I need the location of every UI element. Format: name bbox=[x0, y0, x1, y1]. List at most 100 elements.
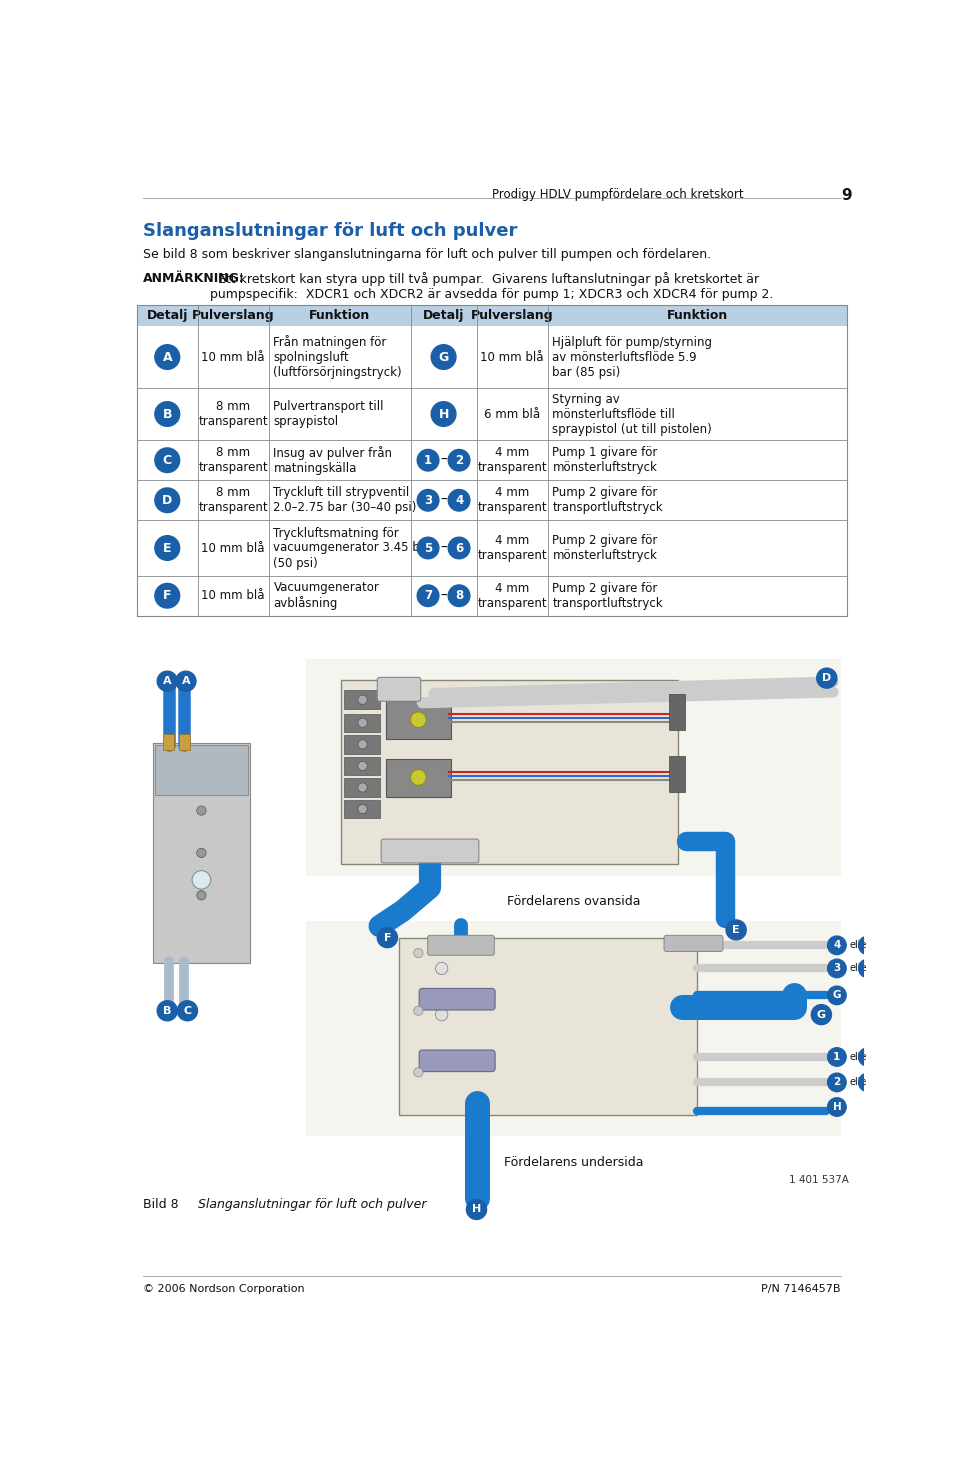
Text: –: – bbox=[440, 453, 447, 468]
Text: Tryckluftsmatning för
vacuumgenerator 3.45 bar
(50 psi): Tryckluftsmatning för vacuumgenerator 3.… bbox=[274, 526, 432, 570]
Circle shape bbox=[858, 937, 877, 954]
Bar bbox=[306, 920, 841, 1137]
Text: A: A bbox=[162, 351, 172, 364]
Circle shape bbox=[358, 783, 368, 792]
Circle shape bbox=[176, 671, 196, 691]
Circle shape bbox=[858, 960, 877, 977]
Circle shape bbox=[726, 920, 746, 939]
Text: 1: 1 bbox=[424, 454, 432, 466]
FancyBboxPatch shape bbox=[137, 305, 847, 326]
Text: 9: 9 bbox=[842, 187, 852, 203]
Text: Ett kretskort kan styra upp till två pumpar.  Givarens luftanslutningar på krets: Ett kretskort kan styra upp till två pum… bbox=[210, 272, 773, 301]
Circle shape bbox=[197, 806, 206, 815]
Text: C: C bbox=[183, 1005, 191, 1015]
Text: 2: 2 bbox=[833, 1077, 841, 1087]
Text: 8: 8 bbox=[864, 941, 872, 950]
Text: B: B bbox=[162, 408, 172, 421]
Circle shape bbox=[467, 1199, 487, 1220]
Text: 4: 4 bbox=[833, 941, 841, 950]
Text: 4: 4 bbox=[455, 494, 463, 507]
Circle shape bbox=[358, 695, 368, 704]
Text: 6: 6 bbox=[455, 542, 463, 555]
Circle shape bbox=[418, 584, 439, 606]
FancyBboxPatch shape bbox=[344, 713, 380, 732]
Circle shape bbox=[358, 761, 368, 770]
Text: B: B bbox=[163, 1005, 172, 1015]
Circle shape bbox=[178, 1001, 198, 1021]
Text: Tryckluft till strypventil
2.0–2.75 bar (30–40 psi): Tryckluft till strypventil 2.0–2.75 bar … bbox=[274, 487, 417, 514]
Text: 1 401 537A: 1 401 537A bbox=[788, 1175, 849, 1185]
Text: Fördelarens ovansida: Fördelarens ovansida bbox=[507, 896, 640, 909]
Text: 6: 6 bbox=[864, 1077, 872, 1087]
Text: 2: 2 bbox=[455, 454, 463, 466]
Circle shape bbox=[411, 712, 426, 728]
Circle shape bbox=[431, 345, 456, 370]
Circle shape bbox=[858, 1074, 877, 1091]
Text: Hjälpluft för pump/styrning
av mönsterluftsflöde 5.9
bar (85 psi): Hjälpluft för pump/styrning av mönsterlu… bbox=[552, 336, 712, 378]
Circle shape bbox=[828, 960, 846, 977]
Circle shape bbox=[197, 849, 206, 858]
Circle shape bbox=[377, 928, 397, 948]
Text: G: G bbox=[832, 991, 841, 1001]
Circle shape bbox=[418, 538, 439, 558]
Text: D: D bbox=[162, 494, 173, 507]
FancyBboxPatch shape bbox=[344, 691, 380, 709]
Circle shape bbox=[411, 770, 426, 785]
Text: elle: elle bbox=[850, 963, 867, 973]
Text: Vacuumgenerator
avblåsning: Vacuumgenerator avblåsning bbox=[274, 581, 379, 611]
Text: ANMÄRKNING:: ANMÄRKNING: bbox=[143, 272, 245, 285]
FancyBboxPatch shape bbox=[344, 757, 380, 776]
Circle shape bbox=[828, 937, 846, 954]
Text: Se bild 8 som beskriver slanganslutningarna för luft och pulver till pumpen och : Se bild 8 som beskriver slanganslutninga… bbox=[143, 248, 711, 262]
Circle shape bbox=[418, 450, 439, 470]
Text: Från matningen för
spolningsluft
(luftförsörjningstryck): Från matningen för spolningsluft (luftfö… bbox=[274, 335, 402, 378]
Circle shape bbox=[155, 345, 180, 370]
FancyBboxPatch shape bbox=[669, 694, 685, 730]
Bar bbox=[341, 679, 678, 865]
Circle shape bbox=[436, 963, 447, 974]
Circle shape bbox=[155, 583, 180, 608]
Circle shape bbox=[431, 402, 456, 427]
Circle shape bbox=[197, 891, 206, 900]
FancyBboxPatch shape bbox=[420, 1050, 495, 1071]
FancyBboxPatch shape bbox=[344, 779, 380, 796]
Text: elle: elle bbox=[850, 941, 867, 950]
Text: Prodigy HDLV pumpfördelare och kretskort: Prodigy HDLV pumpfördelare och kretskort bbox=[492, 187, 744, 200]
Circle shape bbox=[157, 1001, 178, 1021]
Text: Slanganslutningar för luft och pulver: Slanganslutningar för luft och pulver bbox=[143, 222, 517, 240]
FancyBboxPatch shape bbox=[386, 701, 451, 739]
FancyBboxPatch shape bbox=[153, 742, 251, 963]
Circle shape bbox=[828, 1097, 846, 1116]
Text: 7: 7 bbox=[864, 963, 872, 973]
Circle shape bbox=[155, 402, 180, 427]
Text: 8 mm
transparent: 8 mm transparent bbox=[199, 446, 268, 475]
Text: 4 mm
transparent: 4 mm transparent bbox=[477, 581, 547, 609]
Text: 4 mm
transparent: 4 mm transparent bbox=[477, 446, 547, 475]
Text: –: – bbox=[440, 589, 447, 603]
Text: 10 mm blå: 10 mm blå bbox=[202, 542, 265, 555]
Text: Insug av pulver från
matningskälla: Insug av pulver från matningskälla bbox=[274, 446, 393, 475]
FancyBboxPatch shape bbox=[163, 735, 175, 749]
Text: G: G bbox=[817, 1010, 826, 1020]
Text: 1: 1 bbox=[833, 1052, 841, 1062]
FancyBboxPatch shape bbox=[344, 735, 380, 754]
Circle shape bbox=[828, 986, 846, 1005]
Text: A: A bbox=[181, 676, 190, 687]
Text: © 2006 Nordson Corporation: © 2006 Nordson Corporation bbox=[143, 1284, 305, 1294]
Text: elle: elle bbox=[850, 1052, 867, 1062]
Circle shape bbox=[157, 671, 178, 691]
Text: 7: 7 bbox=[424, 589, 432, 602]
Text: 5: 5 bbox=[864, 1052, 872, 1062]
Text: 4 mm
transparent: 4 mm transparent bbox=[477, 487, 547, 514]
Text: –: – bbox=[440, 494, 447, 507]
Text: Detalj: Detalj bbox=[422, 308, 465, 321]
Circle shape bbox=[858, 1048, 877, 1067]
Text: 3: 3 bbox=[424, 494, 432, 507]
Circle shape bbox=[436, 1008, 447, 1021]
FancyBboxPatch shape bbox=[179, 735, 190, 749]
Bar bbox=[306, 659, 841, 877]
Text: H: H bbox=[472, 1204, 481, 1214]
Circle shape bbox=[817, 668, 837, 688]
Circle shape bbox=[358, 805, 368, 814]
Circle shape bbox=[448, 489, 469, 511]
